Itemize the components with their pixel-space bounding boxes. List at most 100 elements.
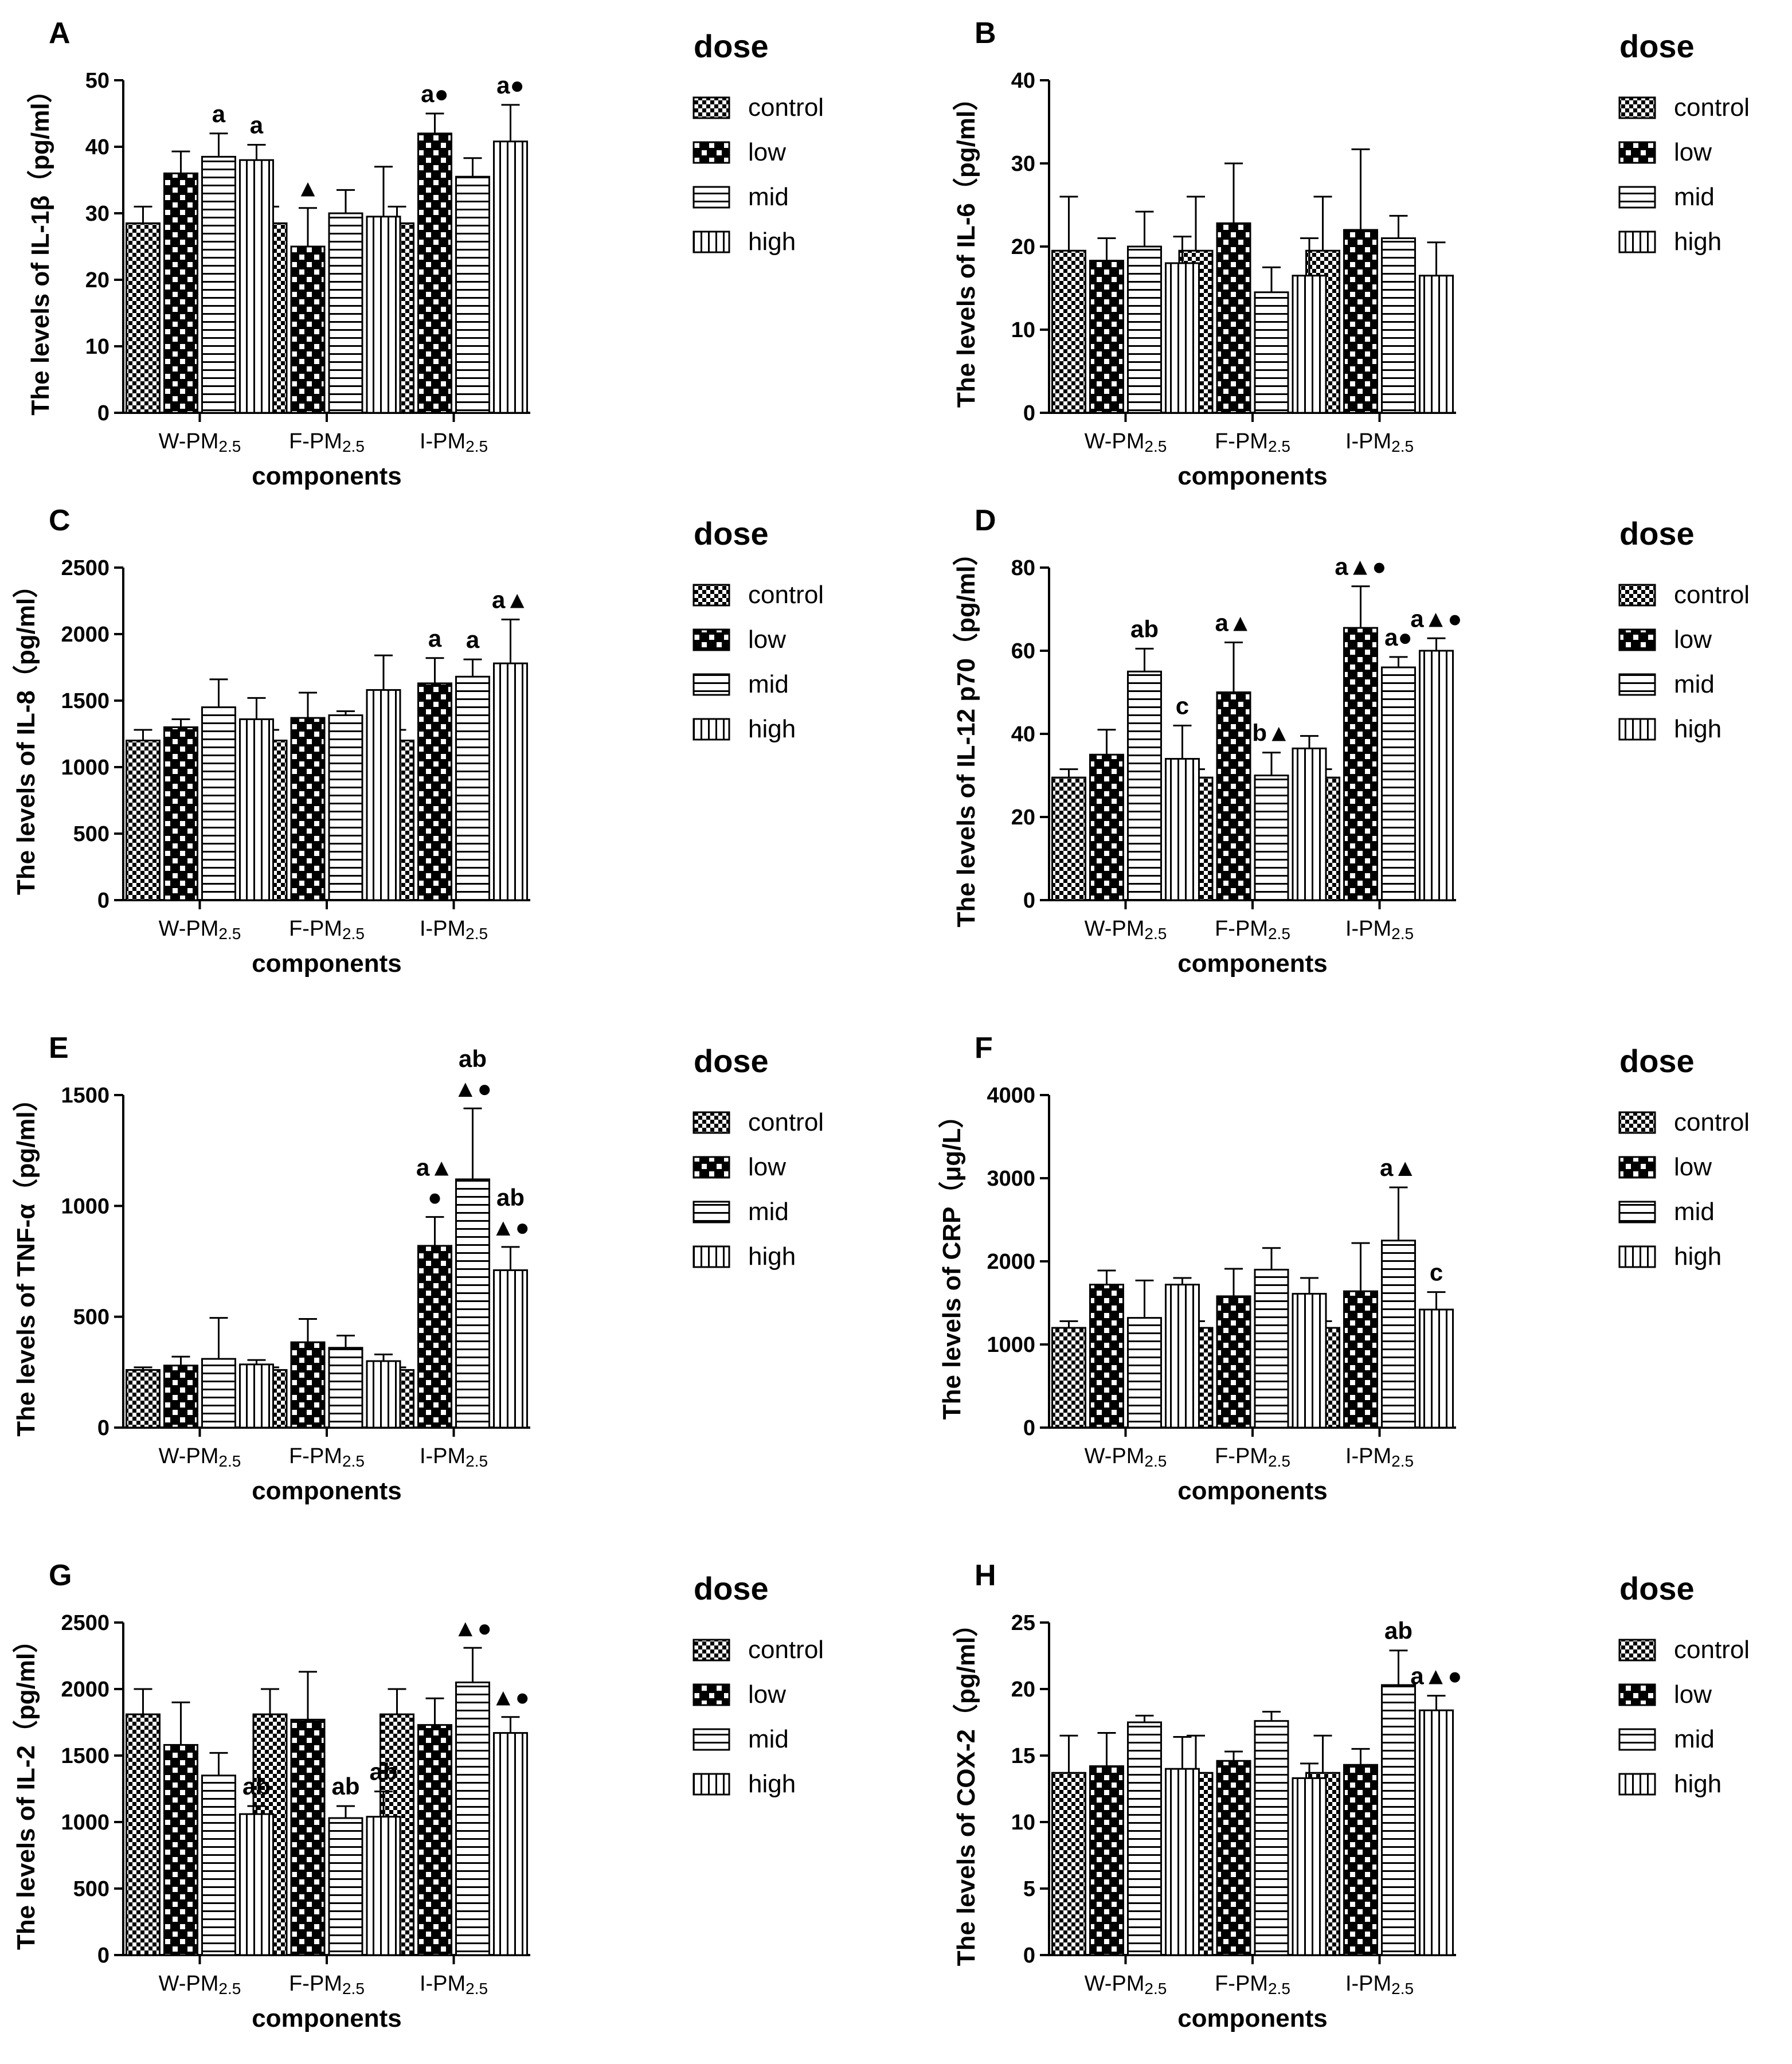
legend-label: control: [748, 581, 824, 609]
y-tick-label: 0: [1023, 401, 1035, 425]
bar-high: [1164, 262, 1200, 414]
panel-letter: D: [975, 504, 996, 537]
legend-label: high: [1674, 715, 1721, 743]
legend-swatch-low: [692, 1683, 730, 1706]
y-tick-label: 10: [1011, 1811, 1035, 1835]
significance-label: ab: [1130, 615, 1159, 642]
x-axis-label: components: [1177, 1477, 1328, 1505]
significance-label: a▲●: [1335, 553, 1386, 580]
x-tick-label: F-PM2.5: [289, 1972, 365, 1997]
bar-mid: [455, 175, 491, 414]
bar-mid: [1381, 1240, 1417, 1429]
legend-label: low: [748, 626, 786, 654]
bar-high: [1164, 1768, 1200, 1956]
legend-swatch-control: [1618, 96, 1656, 119]
significance-label: a▲: [1380, 1154, 1417, 1181]
bar-low: [163, 726, 198, 901]
y-axis-label: The levels of CRP（μg/L）: [938, 1103, 966, 1420]
bar-low: [290, 1718, 326, 1956]
significance-label: a: [466, 626, 480, 653]
y-tick-label: 30: [85, 202, 109, 226]
y-tick-label: 4000: [987, 1084, 1035, 1108]
bar-high: [1419, 275, 1454, 414]
legend-label: low: [1674, 138, 1712, 166]
legend-label: high: [748, 715, 796, 743]
bar-high: [1419, 650, 1454, 901]
bar-high: [493, 140, 529, 414]
bar-mid: [1254, 1720, 1289, 1956]
legend-label: mid: [1674, 1198, 1715, 1226]
bar-low: [1089, 1765, 1124, 1956]
bar-high: [366, 216, 401, 414]
x-axis-label: components: [1177, 462, 1328, 490]
legend-swatch-low: [692, 141, 730, 164]
significance-label: a▲: [1215, 609, 1253, 636]
bar-mid: [201, 706, 236, 901]
legend-label: high: [748, 228, 796, 256]
y-tick-label: 2000: [61, 1678, 109, 1702]
x-tick-label: F-PM2.5: [289, 429, 365, 455]
significance-label: a▲●: [1410, 605, 1462, 632]
x-tick-label: F-PM2.5: [1215, 1444, 1290, 1470]
legend: dose control low mid high: [1618, 1043, 1750, 1271]
x-tick-label: I-PM2.5: [420, 1444, 488, 1470]
y-tick-label: 20: [1011, 235, 1035, 259]
bar-low: [1343, 627, 1379, 901]
x-tick-label: I-PM2.5: [420, 429, 488, 455]
y-tick-label: 1000: [987, 1333, 1035, 1357]
x-tick-label: I-PM2.5: [1345, 1444, 1414, 1470]
legend-label: low: [748, 1680, 786, 1709]
bar-low: [417, 682, 453, 901]
legend-swatch-high: [692, 230, 730, 253]
significance-label: ab: [369, 1758, 397, 1785]
y-axis-label: The levels of IL-12 p70（pg/ml）: [952, 541, 980, 928]
legend-label: control: [748, 1108, 824, 1136]
legend-label: low: [1674, 1680, 1712, 1709]
bar-mid: [1254, 1269, 1289, 1429]
x-axis-label: components: [252, 949, 402, 978]
significance-label: a▲●: [1410, 1663, 1462, 1690]
bar-high: [366, 1360, 401, 1429]
legend-label: high: [1674, 1770, 1721, 1798]
x-tick-label: F-PM2.5: [289, 1444, 365, 1470]
y-tick-label: 500: [73, 1877, 109, 1901]
panel-H: H 0 5 10 15 20 25 W-PM2.5 F-PM2.5 I-PM2.5 componen…: [952, 1559, 1750, 2032]
legend: dose control low mid high: [692, 1043, 824, 1271]
bar-high: [1292, 747, 1327, 901]
bar-low: [1216, 691, 1251, 901]
legend-swatch-mid: [692, 186, 730, 209]
x-axis-label: components: [1177, 2004, 1328, 2032]
y-tick-label: 0: [1023, 889, 1035, 913]
bar-control: [1051, 776, 1086, 901]
y-tick-label: 5: [1023, 1877, 1035, 1901]
y-tick-label: 0: [97, 1944, 109, 1968]
legend-swatch-high: [692, 1773, 730, 1796]
significance-label: a: [250, 112, 264, 139]
significance-label: c: [1176, 693, 1189, 720]
panel-letter: C: [49, 504, 71, 537]
legend-swatch-mid: [1618, 673, 1656, 696]
x-tick-label: I-PM2.5: [420, 1972, 488, 1997]
panel-C: C 0 500 1000 1500 2000 2500 W-PM2.5 F-PM2.5 I-PM2…: [12, 504, 824, 978]
y-tick-label: 20: [1011, 1678, 1035, 1702]
legend-swatch-high: [692, 1245, 730, 1268]
legend: dose control low mid high: [692, 1570, 824, 1798]
panel-letter: B: [975, 17, 996, 50]
bar-control: [1051, 1327, 1086, 1429]
x-tick-label: I-PM2.5: [1345, 429, 1414, 455]
bar-high: [1419, 1709, 1454, 1956]
bar-high: [238, 1363, 274, 1429]
y-tick-label: 3000: [987, 1167, 1035, 1191]
y-axis-label: The levels of IL-6（pg/ml）: [952, 85, 980, 408]
bar-high: [238, 159, 274, 414]
x-tick-label: W-PM2.5: [159, 1444, 241, 1470]
legend-label: mid: [748, 670, 789, 698]
bar-mid: [1126, 245, 1162, 414]
legend: dose control low mid high: [692, 28, 824, 256]
bar-low: [163, 172, 198, 414]
significance-label: b▲: [1252, 720, 1290, 746]
legend: dose control low mid high: [1618, 515, 1750, 743]
bar-high: [493, 1269, 529, 1429]
